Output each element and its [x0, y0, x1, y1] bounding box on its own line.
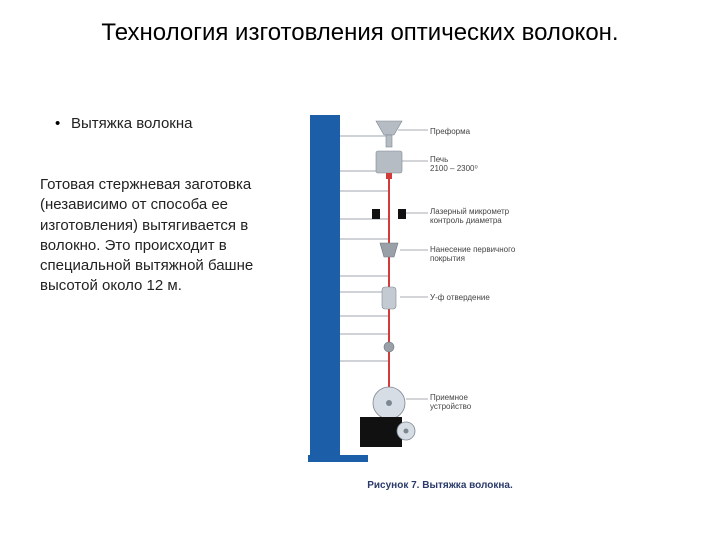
coating-icon [380, 243, 398, 257]
figure-caption: Рисунок 7. Вытяжка волокна. [350, 480, 530, 493]
laser-micrometer-icon [372, 209, 406, 219]
label-furnace: Печь 2100 – 2300⁰ [430, 155, 478, 173]
guide-pulley-icon [384, 342, 394, 352]
label-preform: Преформа [430, 127, 470, 136]
label-laser: Лазерный микрометр контроль диаметра [430, 207, 509, 225]
preform-icon [376, 121, 402, 147]
label-uv: У-ф отвердение [430, 293, 490, 302]
furnace-icon [376, 151, 402, 179]
body-text: Готовая стержневая заготовка (независимо… [40, 175, 260, 297]
uv-cure-icon [382, 287, 396, 309]
label-coating: Нанесение первичного покрытия [430, 245, 515, 263]
bullet-item: • Вытяжка волокна [55, 115, 192, 132]
slide-title: Технология изготовления оптических волок… [0, 18, 720, 48]
bullet-text: Вытяжка волокна [71, 115, 192, 132]
label-takeup: Приемное устройство [430, 393, 471, 411]
takeup-icon [360, 387, 415, 447]
diagram-parts [310, 115, 570, 515]
bullet-dot-icon: • [55, 115, 71, 132]
tower-diagram: Преформа Печь 2100 – 2300⁰ Лазерный микр… [310, 115, 570, 515]
